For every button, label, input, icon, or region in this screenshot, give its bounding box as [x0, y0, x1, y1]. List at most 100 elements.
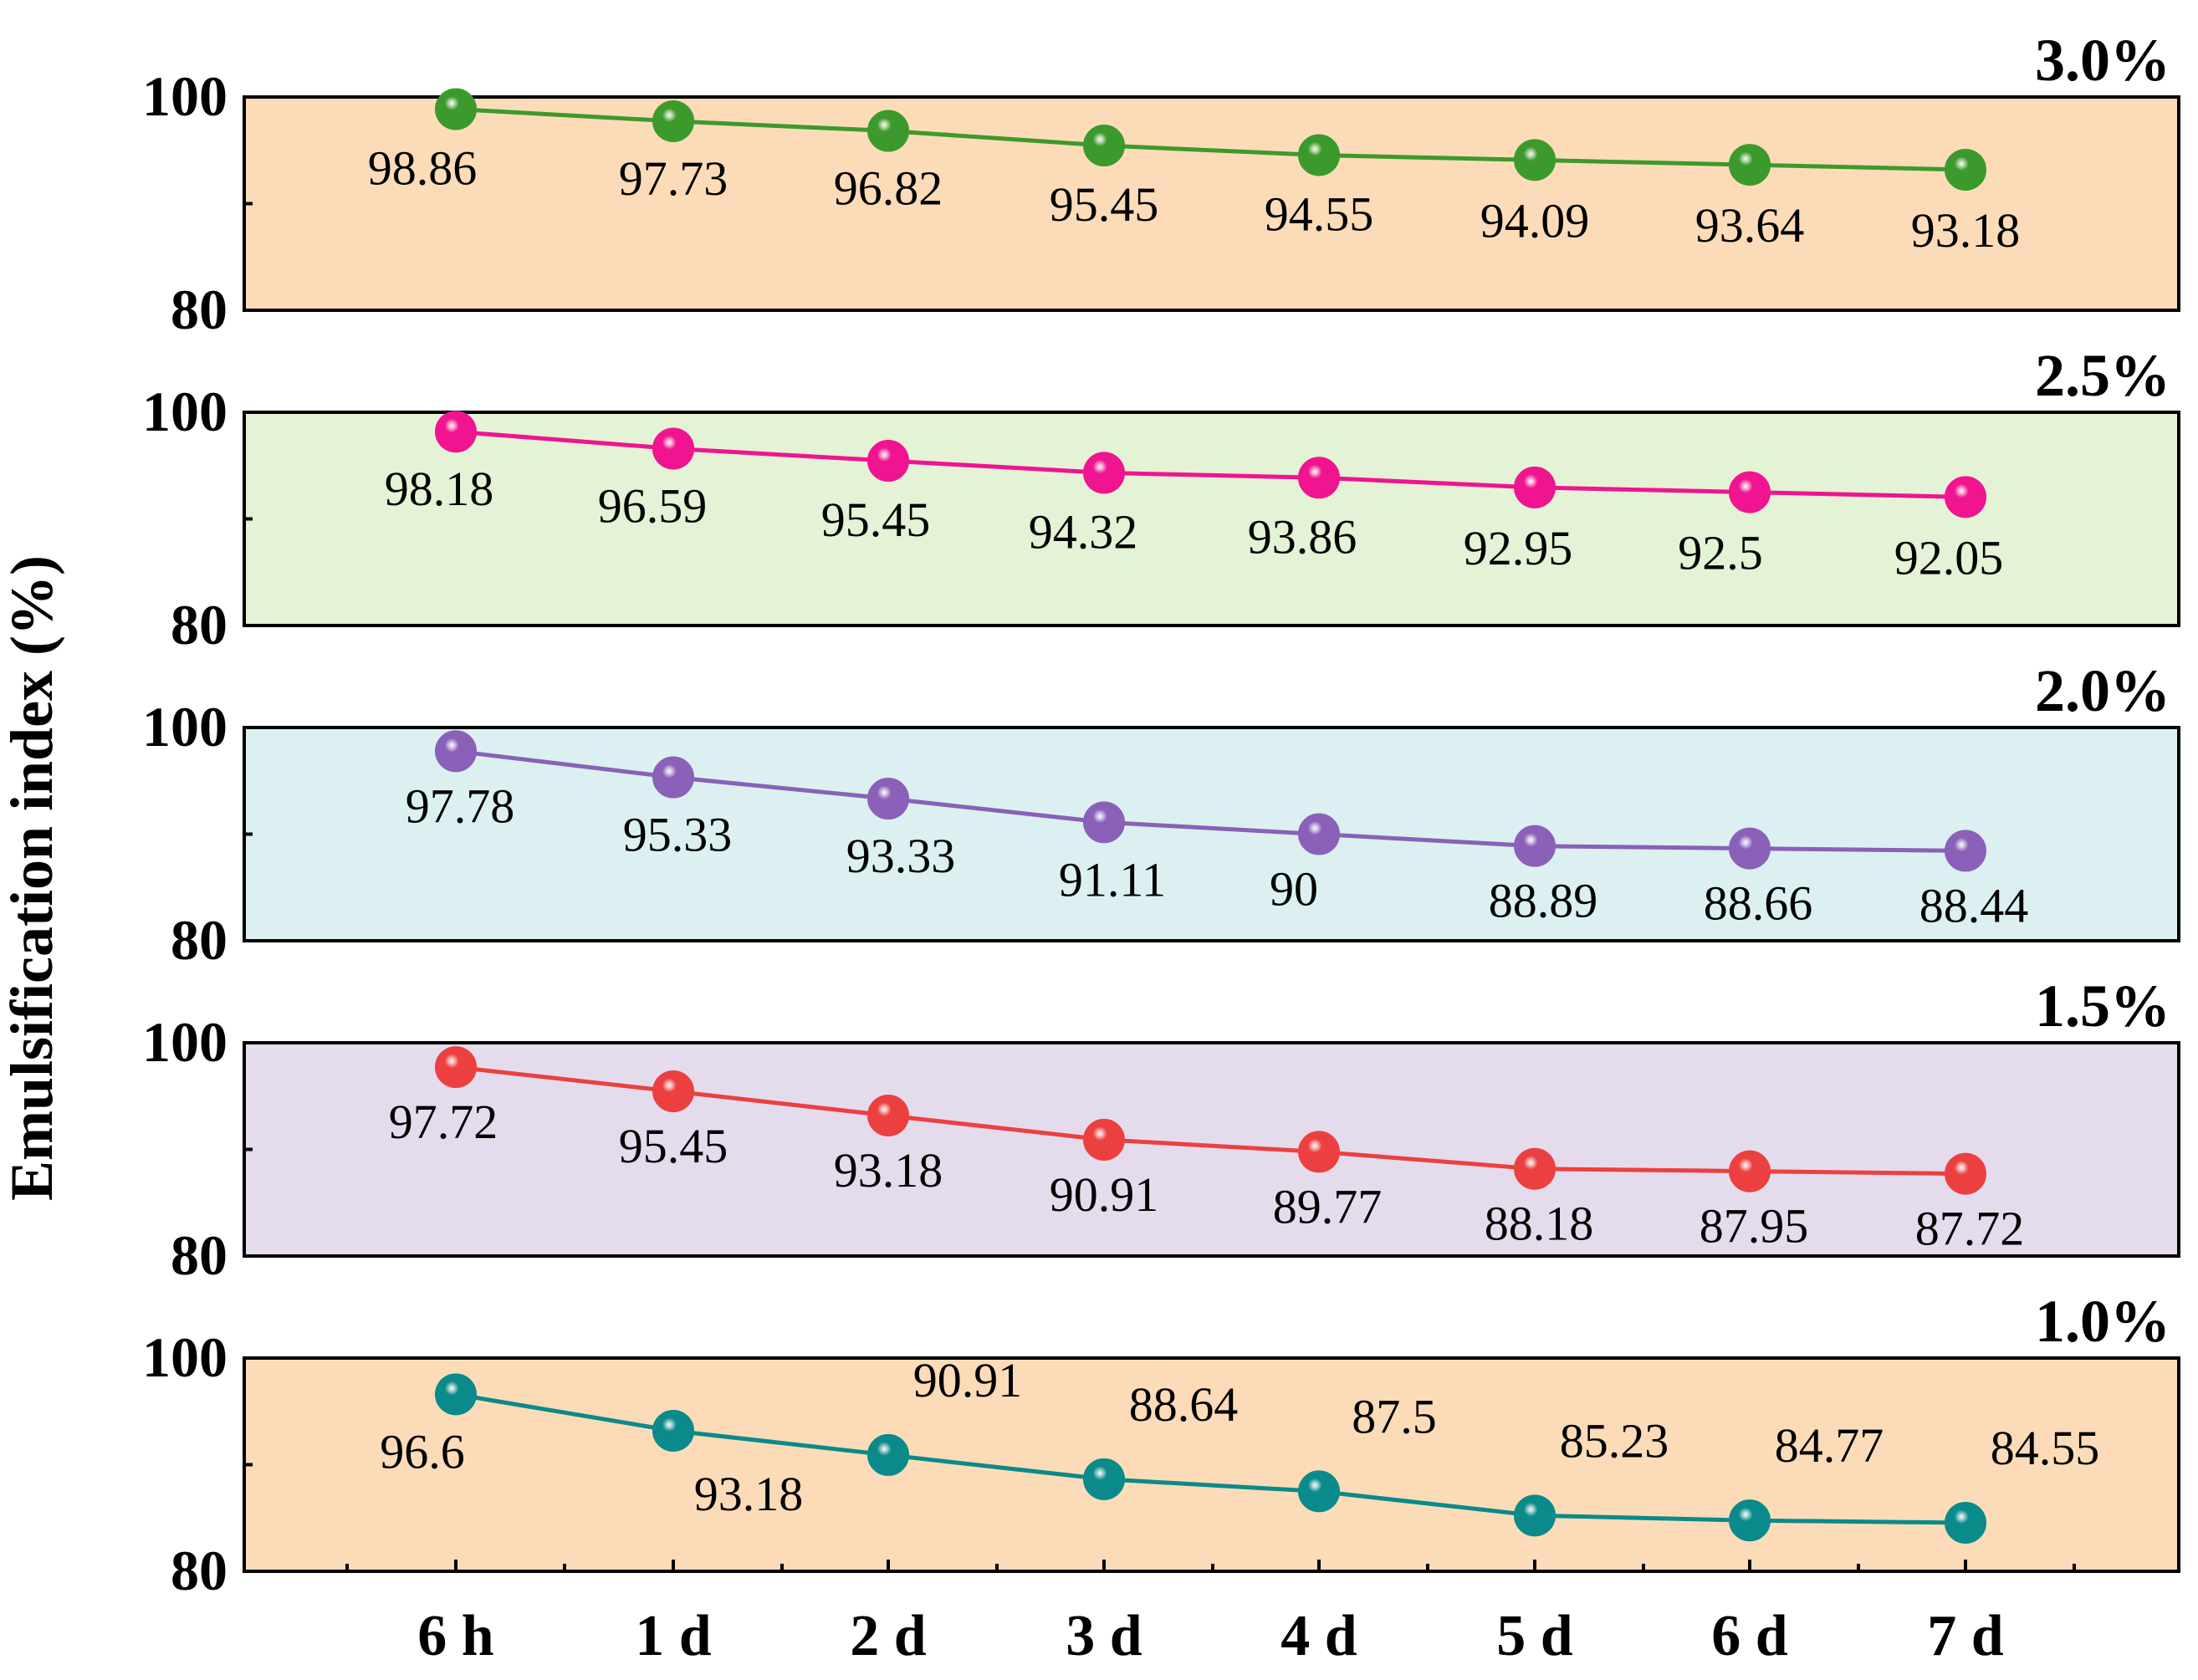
data-point: [1729, 827, 1771, 870]
data-label: 93.64: [1695, 198, 1805, 253]
panel: 80 100 1.5% 97.72 95.45 93.18 90.91 89.77 88.18 8…: [142, 973, 2180, 1287]
data-point: [1083, 801, 1125, 844]
data-point: [1514, 466, 1556, 508]
data-label: 95.45: [619, 1119, 728, 1173]
data-label: 93.86: [1248, 509, 1357, 564]
data-point: [1083, 1118, 1125, 1161]
x-tick-label: 1 d: [635, 1604, 712, 1668]
data-label: 92.05: [1894, 530, 2004, 585]
data-label: 96.82: [834, 161, 943, 216]
data-label: 94.32: [1029, 504, 1138, 559]
y-tick-label: 100: [142, 64, 227, 128]
data-point: [1083, 125, 1125, 167]
data-point: [652, 100, 694, 142]
data-label: 87.72: [1915, 1202, 2025, 1256]
y-tick-label: 100: [142, 1325, 227, 1389]
data-label: 88.89: [1489, 874, 1598, 928]
data-label: 95.45: [821, 493, 931, 547]
data-point: [1945, 830, 1986, 872]
data-point: [435, 88, 477, 130]
data-point: [1729, 1499, 1771, 1542]
data-label: 91.11: [1059, 852, 1166, 906]
x-tick-label: 6 d: [1711, 1604, 1788, 1668]
x-tick-label: 5 d: [1496, 1604, 1573, 1668]
y-tick-label: 80: [171, 1223, 227, 1287]
data-label: 85.23: [1560, 1413, 1669, 1468]
x-tick-label: 4 d: [1280, 1604, 1357, 1668]
data-label: 97.72: [389, 1095, 498, 1149]
data-point: [435, 411, 477, 453]
y-tick-label: 100: [142, 380, 227, 443]
data-label: 93.18: [1911, 203, 2021, 258]
panel: 80 100 2.0% 97.78 95.33 93.33 91.11 90 88.89 88.6…: [142, 657, 2180, 972]
data-label: 93.33: [846, 829, 956, 883]
x-tick-label: 7 d: [1927, 1604, 2004, 1668]
data-label: 92.95: [1464, 521, 1573, 575]
y-tick-label: 80: [171, 593, 227, 656]
data-point: [1945, 476, 1986, 518]
data-label: 98.86: [368, 141, 478, 196]
data-point: [867, 110, 909, 152]
x-tick-label: 3 d: [1066, 1604, 1142, 1668]
data-point: [1514, 1494, 1556, 1537]
concentration-label: 3.0%: [2035, 27, 2170, 94]
data-label: 89.77: [1273, 1179, 1383, 1233]
panels: 80 100 3.0% 98.86 97.73 96.82 95.45 94.55 94.09 9…: [142, 27, 2180, 1602]
data-point: [867, 778, 909, 820]
series-line: [455, 429, 1966, 499]
data-point: [1298, 134, 1340, 176]
data-label: 90: [1270, 862, 1318, 917]
series-line: [455, 748, 1966, 853]
data-label: 87.5: [1352, 1389, 1437, 1443]
y-tick-label: 100: [142, 695, 227, 758]
x-tick-label: 6 h: [417, 1604, 493, 1668]
data-point: [1083, 1458, 1125, 1500]
data-point: [1729, 471, 1771, 513]
data-label: 98.18: [385, 462, 494, 516]
data-point: [867, 1094, 909, 1136]
series-line: [455, 1065, 1966, 1177]
data-label: 95.45: [1050, 177, 1159, 232]
data-label: 93.18: [694, 1467, 804, 1521]
data-label: 90.91: [1050, 1167, 1159, 1222]
data-point: [1729, 144, 1771, 186]
data-point: [652, 1070, 694, 1113]
panel-frame: [243, 95, 2180, 312]
data-point: [652, 427, 694, 470]
data-label: 95.33: [623, 808, 733, 862]
data-point: [1945, 1501, 1986, 1544]
data-point: [435, 1373, 477, 1416]
data-point: [435, 1046, 477, 1089]
y-tick-label: 80: [171, 908, 227, 972]
data-point: [1514, 825, 1556, 867]
series-line: [455, 1391, 1966, 1525]
panel-frame: [243, 411, 2180, 627]
data-label: 88.66: [1704, 876, 1813, 931]
data-label: 84.55: [1991, 1421, 2100, 1475]
data-label: 97.78: [406, 779, 515, 833]
data-point: [867, 1433, 909, 1476]
data-label: 88.64: [1129, 1377, 1239, 1432]
panel: 80 100 3.0% 98.86 97.73 96.82 95.45 94.55 94.09 9…: [142, 27, 2180, 341]
data-label: 97.73: [619, 151, 728, 206]
panel: 80 100 1.0% 96.6 93.18 90.91 88.64 87.5 85.23 84.…: [142, 1288, 2180, 1602]
data-point: [652, 1409, 694, 1452]
data-label: 96.6: [380, 1424, 465, 1478]
data-label: 88.44: [1919, 878, 2029, 932]
series-line: [455, 107, 1966, 172]
data-label: 92.5: [1678, 526, 1763, 580]
y-axis-label: Emulsification index (%): [0, 555, 65, 1201]
data-point: [1945, 1152, 1986, 1195]
data-label: 84.77: [1775, 1418, 1884, 1473]
data-point: [652, 756, 694, 799]
data-point: [1514, 139, 1556, 181]
concentration-label: 2.0%: [2035, 657, 2170, 724]
data-point: [867, 440, 909, 483]
data-label: 96.59: [598, 478, 708, 533]
data-point: [1298, 813, 1340, 855]
data-point: [1298, 1470, 1340, 1513]
data-point: [1729, 1150, 1771, 1192]
concentration-label: 2.5%: [2035, 342, 2170, 409]
data-point: [1298, 457, 1340, 499]
